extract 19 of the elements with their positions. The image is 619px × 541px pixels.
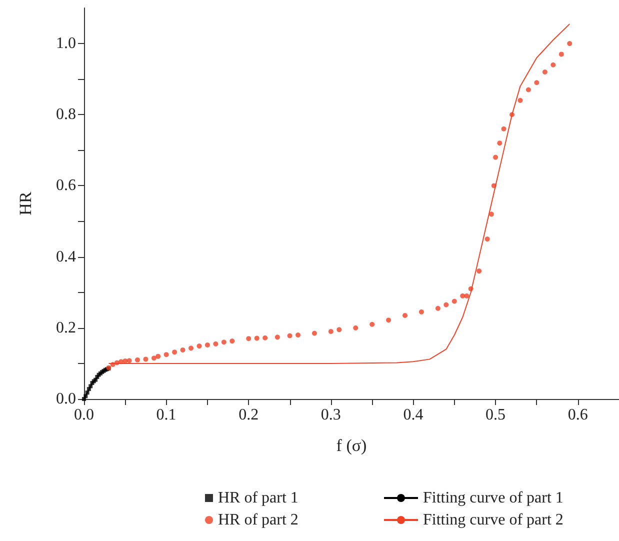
legend-label: HR of part 2 bbox=[218, 512, 298, 528]
y-tick-label: 0.2 bbox=[56, 319, 76, 336]
x-axis-title: f (σ) bbox=[336, 436, 367, 455]
y-tick-label: 0.0 bbox=[56, 390, 76, 408]
x-tick-label: 0.0 bbox=[74, 406, 94, 424]
x-tick-label: 0.5 bbox=[486, 406, 506, 424]
legend-label: Fitting curve of part 1 bbox=[423, 490, 564, 506]
y-tick-label: 1.0 bbox=[56, 35, 76, 52]
x-tick-label: 0.6 bbox=[568, 406, 588, 424]
y-tick-label: 0.8 bbox=[56, 106, 76, 124]
x-tick-label: 0.1 bbox=[156, 406, 176, 424]
y-tick-label: 0.6 bbox=[56, 177, 76, 194]
y-axis-title: HR bbox=[16, 191, 35, 216]
legend-label: HR of part 1 bbox=[218, 490, 298, 506]
y-tick-label: 0.4 bbox=[56, 248, 76, 266]
legend-label: Fitting curve of part 2 bbox=[423, 512, 564, 528]
x-tick-label: 0.4 bbox=[403, 406, 424, 424]
x-tick-label: 0.2 bbox=[238, 406, 259, 424]
x-tick-label: 0.3 bbox=[320, 406, 341, 424]
